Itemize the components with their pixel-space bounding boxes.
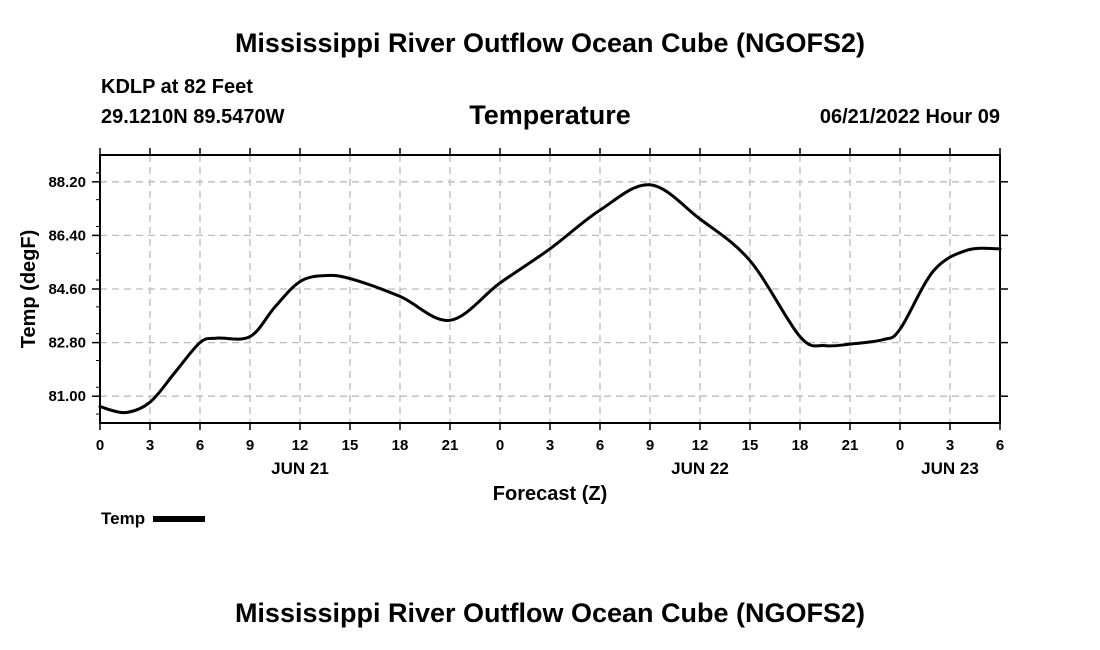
x-tick-label: 3 — [946, 437, 954, 454]
y-axis-title: Temp (degF) — [18, 230, 40, 349]
y-tick-label: 88.20 — [48, 174, 86, 191]
x-tick-label: 0 — [496, 437, 504, 454]
y-tick-label: 86.40 — [48, 227, 86, 244]
ticks — [92, 148, 1008, 430]
y-tick-label: 81.00 — [48, 388, 86, 405]
x-tick-label: 0 — [96, 437, 104, 454]
x-tick-label: 15 — [742, 437, 759, 454]
date-label: JUN 23 — [921, 459, 979, 478]
x-tick-label: 21 — [442, 437, 459, 454]
x-tick-label: 9 — [246, 437, 254, 454]
x-tick-label: 15 — [342, 437, 359, 454]
forecast-datetime: 06/21/2022 Hour 09 — [819, 106, 1000, 128]
chart-title: Mississippi River Outflow Ocean Cube (NG… — [234, 28, 866, 58]
legend-label: Temp — [101, 509, 146, 528]
date-label: JUN 21 — [271, 459, 329, 478]
x-tick-label: 12 — [692, 437, 709, 454]
y-tick-label: 82.80 — [48, 335, 86, 352]
station-label: KDLP at 82 Feet — [101, 76, 253, 98]
x-axis-title: Forecast (Z) — [493, 483, 607, 505]
variable-title: Temperature — [469, 100, 631, 130]
x-tick-label: 3 — [146, 437, 154, 454]
x-tick-label: 6 — [196, 437, 204, 454]
temp-series-line — [98, 183, 1002, 415]
y-tick-label: 84.60 — [48, 281, 86, 298]
x-tick-label: 6 — [996, 437, 1004, 454]
grid — [100, 155, 1000, 423]
x-tick-label: 0 — [896, 437, 904, 454]
date-label: JUN 22 — [671, 459, 729, 478]
x-tick-label: 9 — [646, 437, 654, 454]
x-tick-label: 18 — [792, 437, 809, 454]
x-tick-label: 18 — [392, 437, 409, 454]
x-tick-label: 21 — [842, 437, 859, 454]
x-tick-label: 12 — [292, 437, 309, 454]
tick-labels: 0 3 6 9 12 15 18 21 0 3 6 9 12 15 18 21 0 3 6 JUN 21 JUN 22 J… — [48, 174, 1004, 478]
legend-swatch — [153, 516, 206, 522]
coordinates-label: 29.1210N 89.5470W — [101, 106, 285, 128]
x-tick-label: 3 — [546, 437, 554, 454]
footer-title: Mississippi River Outflow Ocean Cube (NG… — [234, 598, 866, 628]
x-tick-label: 6 — [596, 437, 604, 454]
legend: Temp — [101, 509, 206, 529]
